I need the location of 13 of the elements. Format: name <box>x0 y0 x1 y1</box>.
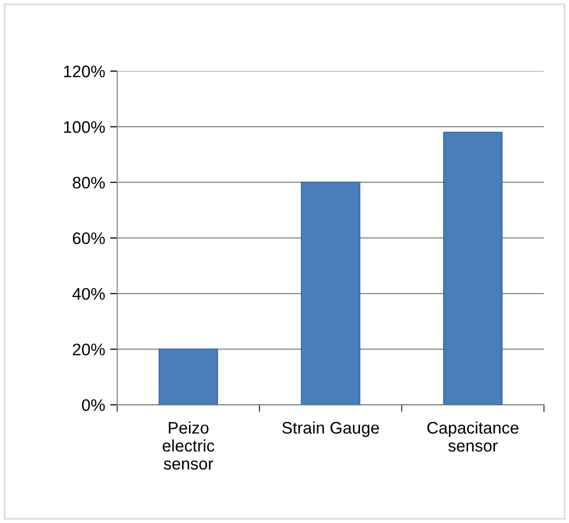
y-tick-label: 0% <box>82 399 105 412</box>
x-tick-label: Peizo electric sensor <box>162 421 214 470</box>
y-tick-label: 120% <box>64 66 105 78</box>
y-tick-label: 20% <box>72 344 105 356</box>
bar <box>300 182 360 405</box>
x-tick-label: Capacitance sensor <box>427 421 518 452</box>
bar <box>158 348 218 405</box>
bar <box>443 132 503 405</box>
y-tick-label: 60% <box>72 232 105 244</box>
y-tick-label: 100% <box>64 121 105 133</box>
x-tick-label: Strain Gauge <box>282 421 379 438</box>
y-tick-label: 80% <box>72 176 105 189</box>
y-tick-label: 40% <box>72 288 105 300</box>
